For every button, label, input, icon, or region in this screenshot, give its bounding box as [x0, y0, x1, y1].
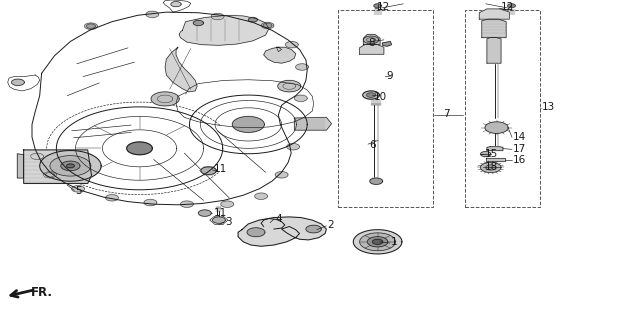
- Polygon shape: [61, 161, 80, 171]
- Polygon shape: [248, 18, 257, 22]
- Text: 18: 18: [484, 162, 498, 172]
- Polygon shape: [482, 19, 506, 38]
- Polygon shape: [127, 142, 152, 155]
- Polygon shape: [72, 186, 84, 192]
- Polygon shape: [171, 2, 181, 7]
- Polygon shape: [146, 11, 159, 18]
- Text: 6: 6: [369, 140, 376, 150]
- Polygon shape: [487, 38, 501, 63]
- Polygon shape: [508, 4, 515, 8]
- Text: 10: 10: [374, 92, 387, 102]
- Bar: [338, 10, 433, 207]
- Polygon shape: [45, 173, 54, 177]
- Polygon shape: [481, 162, 501, 173]
- Text: 13: 13: [542, 102, 556, 112]
- Polygon shape: [479, 9, 509, 19]
- Polygon shape: [50, 156, 91, 176]
- Polygon shape: [370, 178, 383, 184]
- Polygon shape: [486, 158, 505, 161]
- Polygon shape: [294, 95, 307, 101]
- Polygon shape: [263, 23, 272, 28]
- Polygon shape: [179, 15, 269, 45]
- Text: 2: 2: [328, 220, 334, 230]
- Polygon shape: [364, 34, 380, 45]
- Polygon shape: [193, 20, 204, 26]
- Polygon shape: [275, 172, 288, 178]
- Polygon shape: [287, 144, 300, 150]
- Text: 14: 14: [513, 131, 527, 142]
- Polygon shape: [151, 92, 179, 106]
- Polygon shape: [487, 147, 503, 151]
- Polygon shape: [86, 24, 95, 28]
- Polygon shape: [383, 41, 392, 46]
- Polygon shape: [247, 228, 265, 237]
- Polygon shape: [486, 165, 496, 170]
- Polygon shape: [353, 230, 402, 254]
- Polygon shape: [238, 217, 326, 246]
- Polygon shape: [372, 239, 383, 244]
- Polygon shape: [278, 80, 301, 92]
- Polygon shape: [360, 233, 396, 251]
- Polygon shape: [255, 193, 268, 199]
- Polygon shape: [367, 237, 388, 247]
- Polygon shape: [485, 122, 508, 133]
- Polygon shape: [165, 47, 197, 92]
- Polygon shape: [360, 45, 384, 54]
- Text: 15: 15: [484, 149, 498, 159]
- Polygon shape: [44, 172, 56, 178]
- Polygon shape: [294, 117, 332, 130]
- Text: 12: 12: [500, 2, 514, 12]
- Polygon shape: [374, 4, 381, 8]
- Text: 17: 17: [513, 144, 527, 154]
- Polygon shape: [364, 36, 379, 44]
- Text: 16: 16: [513, 155, 527, 166]
- Text: 5: 5: [76, 186, 82, 197]
- Text: 12: 12: [376, 2, 390, 12]
- Text: 3: 3: [225, 217, 232, 227]
- Polygon shape: [144, 199, 157, 206]
- Polygon shape: [296, 64, 308, 70]
- Polygon shape: [180, 201, 193, 207]
- Text: 4: 4: [275, 213, 282, 224]
- Polygon shape: [367, 93, 376, 97]
- Polygon shape: [211, 13, 224, 20]
- Polygon shape: [198, 210, 211, 216]
- Text: FR.: FR.: [31, 286, 52, 299]
- Text: 11: 11: [214, 208, 227, 218]
- Polygon shape: [264, 47, 296, 63]
- Polygon shape: [67, 164, 74, 168]
- Polygon shape: [261, 22, 274, 29]
- Text: 8: 8: [369, 38, 375, 48]
- Polygon shape: [285, 41, 298, 48]
- Polygon shape: [17, 154, 24, 178]
- Polygon shape: [201, 167, 216, 174]
- Polygon shape: [31, 153, 44, 160]
- Polygon shape: [40, 151, 101, 181]
- Polygon shape: [232, 116, 264, 132]
- Polygon shape: [212, 217, 225, 223]
- Polygon shape: [306, 225, 321, 233]
- Polygon shape: [84, 23, 97, 29]
- Text: 11: 11: [214, 164, 227, 174]
- Text: 1: 1: [391, 237, 397, 248]
- Polygon shape: [363, 91, 380, 99]
- Polygon shape: [221, 201, 234, 207]
- Polygon shape: [481, 152, 491, 157]
- Bar: [465, 10, 540, 207]
- Polygon shape: [12, 79, 24, 85]
- Polygon shape: [24, 150, 92, 183]
- Polygon shape: [106, 195, 118, 201]
- Text: 7: 7: [443, 109, 449, 119]
- Text: 9: 9: [387, 71, 393, 81]
